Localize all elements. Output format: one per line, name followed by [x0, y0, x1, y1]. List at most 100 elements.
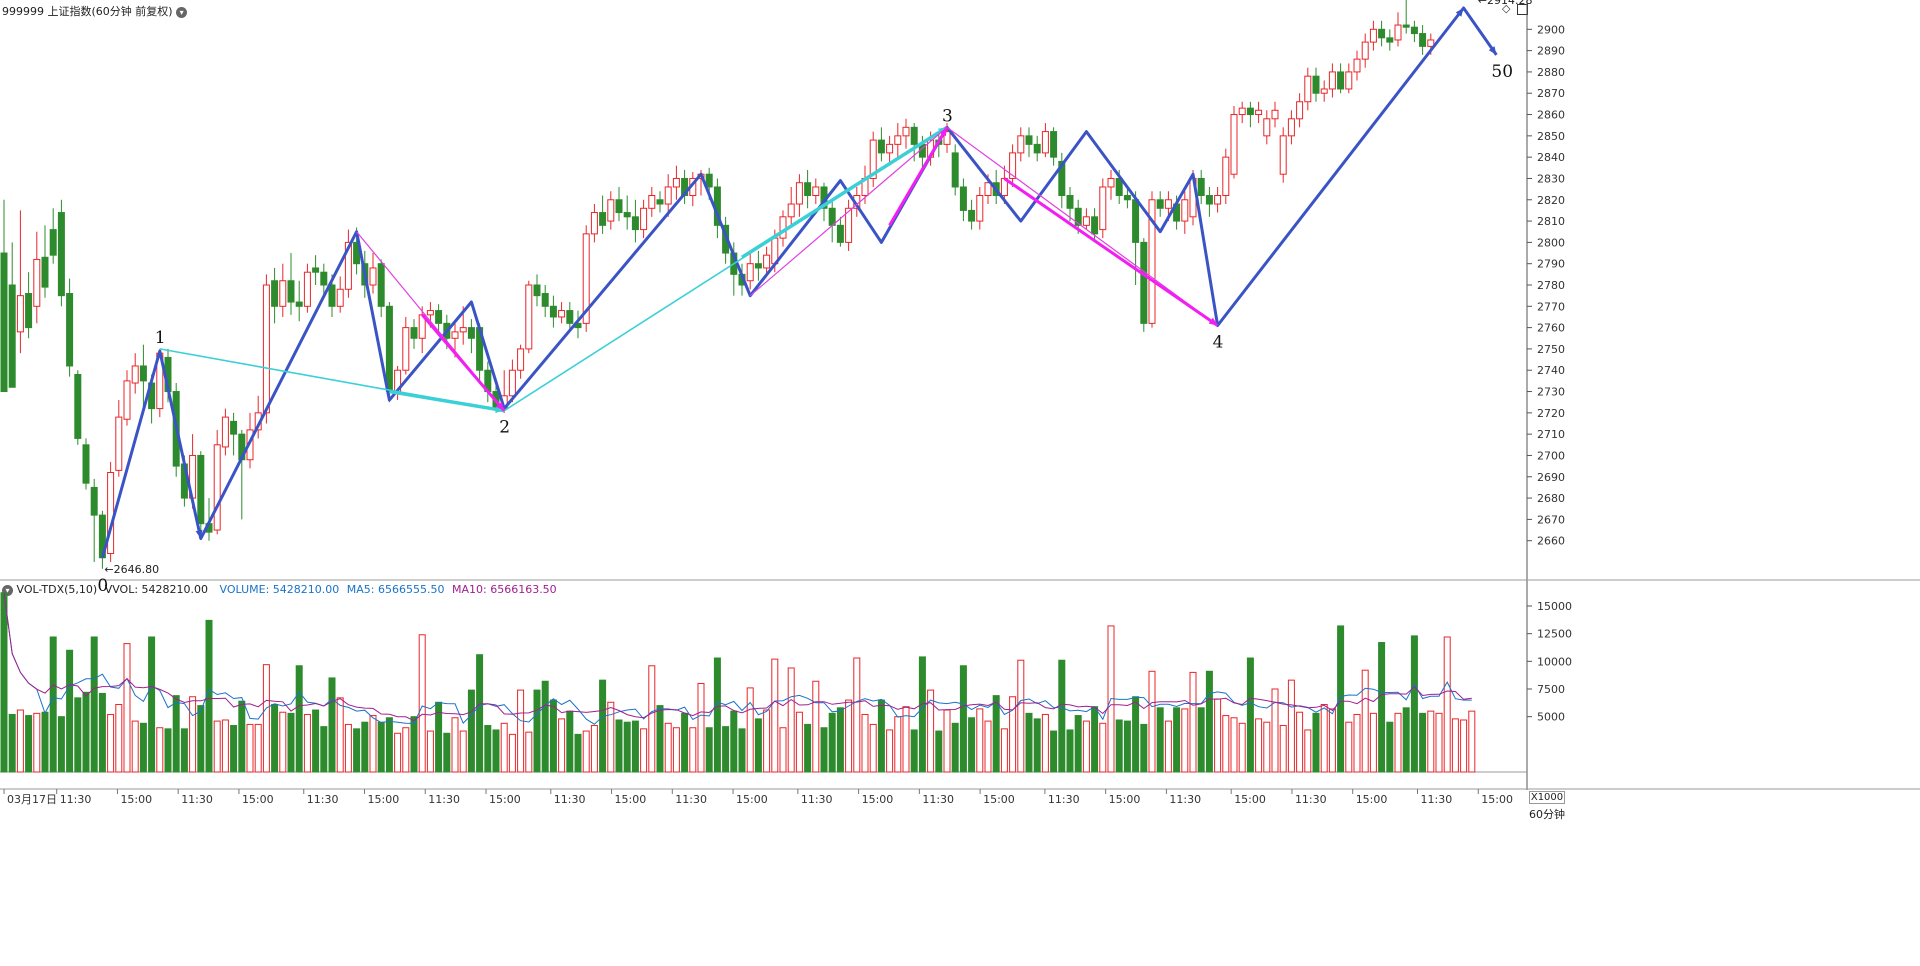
chevron-down-icon[interactable]: ▾ — [2, 584, 13, 596]
candle-body — [1041, 131, 1049, 154]
wave-label: 1 — [155, 328, 166, 348]
volume-bar — [262, 664, 270, 773]
volume-bar — [8, 713, 16, 773]
volume-bar — [484, 725, 492, 773]
time-axis: 03月17日 11:30 15:00 11:30 15:00 11:30 15:00 11:3… — [3, 789, 1513, 806]
candle-body — [369, 267, 377, 286]
volume-bar — [992, 695, 1000, 773]
candle-body — [115, 416, 123, 471]
volume-bar — [107, 713, 115, 773]
volume-bar — [1050, 730, 1058, 773]
volume-bar — [1246, 657, 1254, 773]
volume-bar — [877, 699, 885, 773]
candle-body — [656, 199, 664, 205]
candle-body — [558, 310, 566, 318]
volume-bar — [1451, 718, 1459, 773]
volume-bar — [1279, 725, 1287, 773]
volume-tick-label: 10000 — [1537, 655, 1572, 668]
volume-bar — [771, 658, 779, 773]
volume-bar — [385, 717, 393, 773]
volume-ma5-line — [3, 592, 1472, 725]
chevron-down-icon[interactable]: ▾ — [176, 6, 188, 18]
volume-bar — [836, 707, 844, 773]
volume-bar — [754, 718, 762, 773]
volume-bar — [1410, 635, 1418, 773]
candle-body — [1419, 33, 1427, 47]
volume-bar — [787, 667, 795, 773]
price-tick-label: 2670 — [1537, 513, 1565, 526]
candle-body — [1222, 156, 1230, 197]
candle-body — [467, 327, 475, 339]
volume-bar — [1296, 711, 1304, 773]
volume-bar — [558, 718, 566, 773]
volume-bar — [853, 657, 861, 773]
time-tick-label: 11:30 — [428, 793, 460, 806]
candle-body — [1394, 24, 1402, 41]
price-tick-label: 2810 — [1537, 215, 1565, 228]
volume-bar — [615, 719, 623, 773]
time-tick-label: 15:00 — [736, 793, 768, 806]
volume-bar — [828, 712, 836, 773]
wave-line-cyan-thin — [159, 126, 948, 412]
price-tick-label: 2760 — [1537, 322, 1565, 335]
volume-bar — [508, 733, 516, 773]
volume-bar — [213, 720, 221, 773]
diamond-icon[interactable]: ◇ — [1502, 2, 1511, 15]
volume-bar — [172, 695, 180, 773]
candle-body — [1050, 131, 1058, 158]
candle-body — [804, 182, 812, 197]
volume-bar — [451, 717, 459, 773]
volume-bar — [1082, 720, 1090, 773]
volume-bar — [886, 729, 894, 773]
volume-bar — [1230, 717, 1238, 773]
volume-bar — [443, 732, 451, 773]
volume-axis: 5000 7500 10000 12500 15000 — [1527, 600, 1572, 724]
volume-bar — [90, 636, 98, 773]
volume-value: VOLUME: 5428210.00 — [219, 583, 340, 596]
volume-bar — [869, 723, 877, 773]
volume-bar — [279, 711, 287, 773]
wave-line-blue-thin — [1217, 7, 1465, 326]
volume-bar — [1287, 679, 1295, 773]
volume-bar — [951, 722, 959, 773]
volume-bar — [746, 687, 754, 773]
wave-label: 2 — [499, 418, 510, 438]
volume-bar — [968, 717, 976, 773]
vvol-value: VVOL: 5428210.00 — [104, 583, 209, 596]
volume-bar — [1369, 712, 1377, 773]
volume-bar — [1164, 720, 1172, 773]
volume-bar — [131, 720, 139, 773]
volume-bar — [16, 709, 24, 773]
price-tick-label: 2780 — [1537, 279, 1565, 292]
candle-body — [664, 186, 672, 205]
volume-bar — [295, 665, 303, 773]
volume-bar — [984, 720, 992, 773]
candle-body — [582, 233, 590, 324]
volume-unit-label: X1000 — [1529, 791, 1565, 804]
candle-body — [213, 444, 221, 531]
time-tick-label: 15:00 — [489, 793, 521, 806]
candle-body — [754, 263, 762, 269]
price-tick-label: 2730 — [1537, 386, 1565, 399]
volume-bar — [1271, 688, 1279, 773]
time-tick-label: 11:30 — [801, 793, 833, 806]
volume-bar — [582, 730, 590, 773]
volume-bar — [1066, 729, 1074, 773]
candle-body — [984, 182, 992, 197]
candle-body — [459, 327, 467, 333]
candle-body — [672, 177, 680, 188]
candle-body — [0, 252, 8, 393]
period-button[interactable]: 60分钟 — [1529, 808, 1565, 821]
volume-bar — [221, 719, 229, 773]
volume-bar — [1443, 636, 1451, 773]
candle-body — [1410, 26, 1418, 35]
candle-body — [1132, 199, 1140, 243]
candle-body — [959, 186, 967, 211]
candle-body — [426, 310, 434, 316]
high-price-label: ←2914.28 — [1478, 0, 1533, 7]
time-tick-label: 11:30 — [181, 793, 213, 806]
candle-body — [902, 126, 910, 137]
candle-body — [1345, 71, 1353, 90]
candle-body — [66, 293, 74, 367]
volume-bar — [1304, 729, 1312, 773]
